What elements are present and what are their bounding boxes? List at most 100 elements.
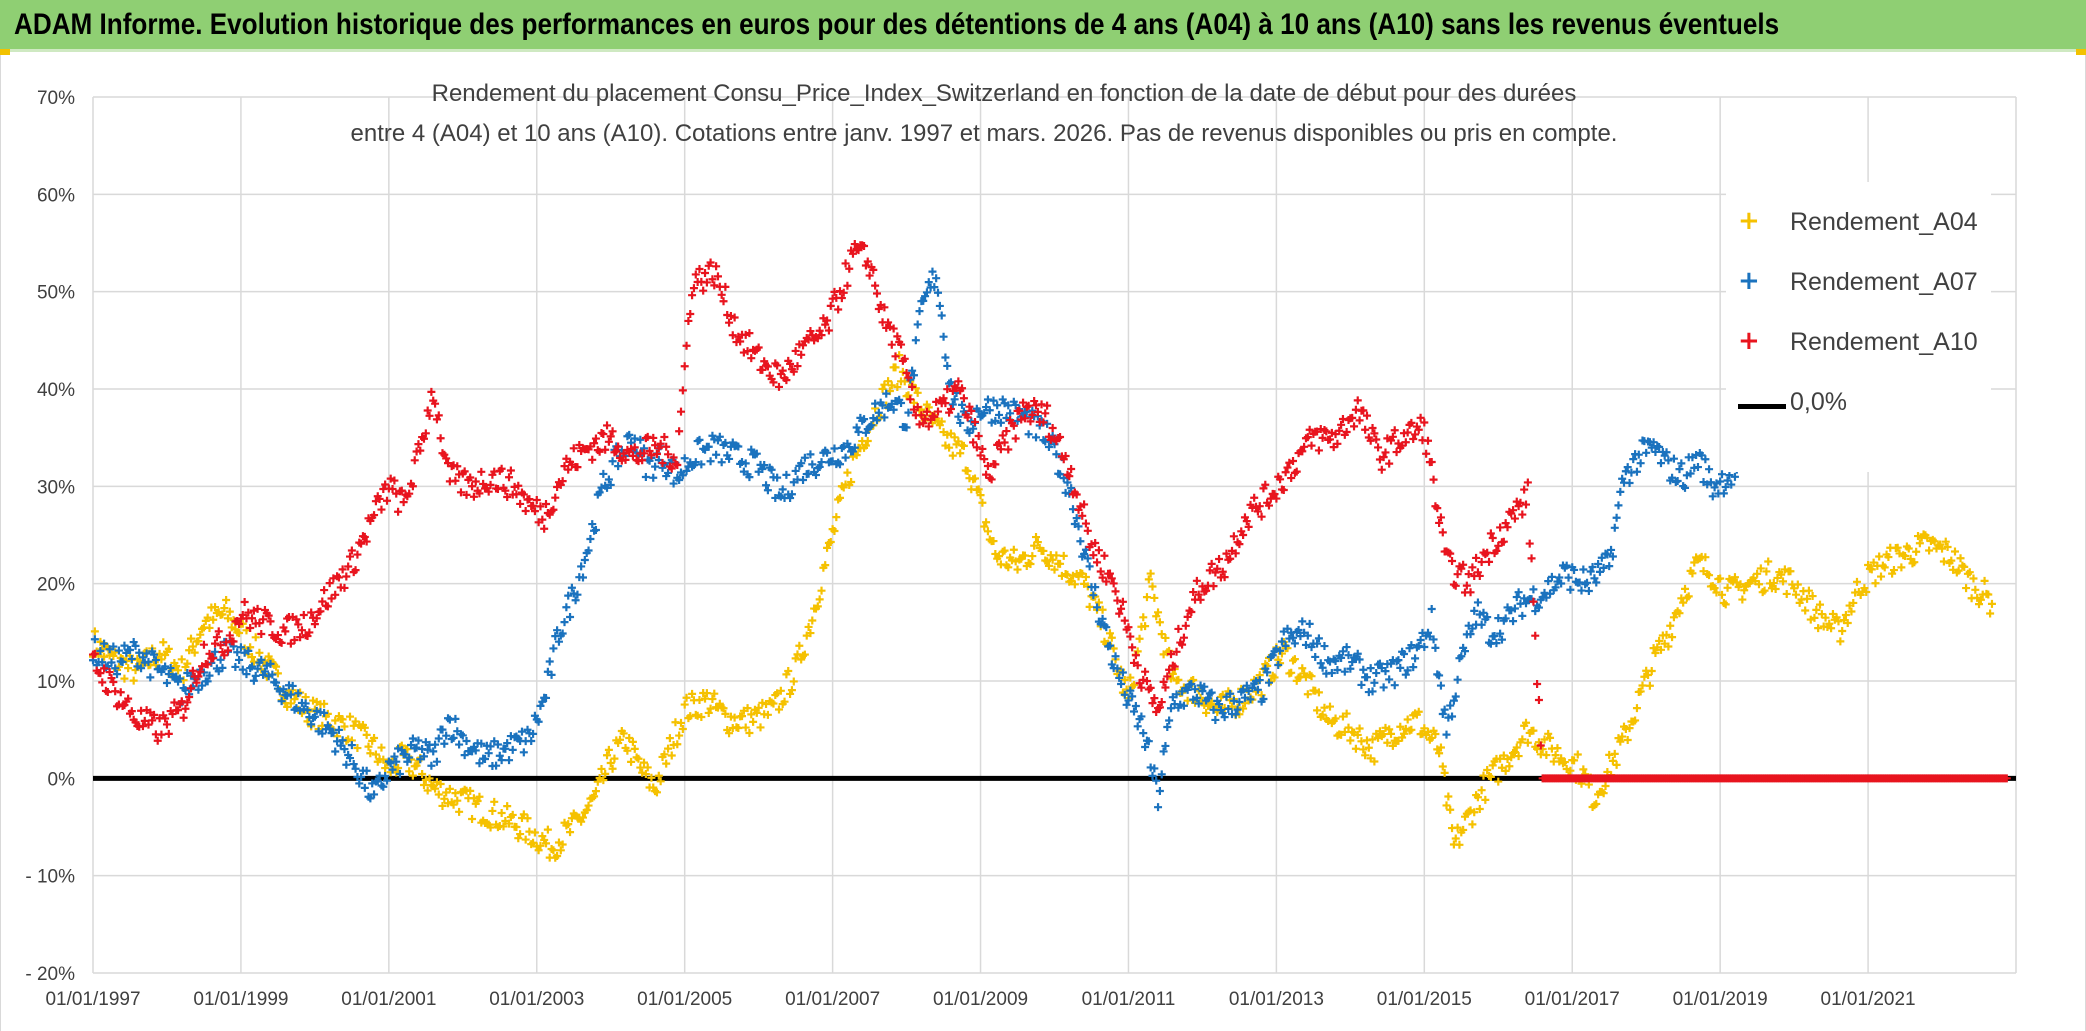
data-point-a04	[836, 493, 845, 502]
data-point-a04	[682, 693, 691, 702]
data-point-a10	[1165, 665, 1174, 674]
data-point-a04	[159, 638, 168, 647]
data-point-a04	[1980, 576, 1989, 585]
data-point-a07	[1052, 450, 1061, 459]
data-point-a10	[360, 532, 369, 541]
data-point-a10	[848, 249, 857, 258]
data-point-a10	[273, 631, 282, 640]
data-point-a10	[872, 289, 881, 298]
y-tick-label: 70%	[37, 88, 75, 109]
data-point-a10	[103, 688, 112, 697]
data-point-a07	[1344, 651, 1353, 660]
data-point-a04	[789, 677, 798, 686]
data-point-a10	[965, 402, 974, 411]
data-point-a04	[1298, 664, 1307, 673]
data-point-a07	[1449, 696, 1458, 705]
data-point-a10	[645, 446, 654, 455]
data-point-a07	[303, 706, 312, 715]
data-point-a10	[1000, 438, 1009, 447]
data-point-a07	[118, 658, 127, 667]
data-point-a04	[1146, 569, 1155, 578]
data-point-a07	[1705, 465, 1714, 474]
data-point-a04	[1148, 582, 1157, 591]
data-point-a04	[776, 686, 785, 695]
data-point-a04	[423, 786, 432, 795]
data-point-a04	[220, 604, 229, 613]
data-point-a07	[1316, 659, 1325, 668]
series-a07	[89, 267, 1745, 812]
data-point-a10	[1107, 574, 1116, 583]
data-point-a10	[1335, 426, 1344, 435]
data-point-a04	[1529, 726, 1538, 735]
data-point-a04	[1370, 757, 1379, 766]
data-point-a04	[1925, 546, 1934, 555]
data-point-a07	[808, 460, 817, 469]
data-point-a07	[1200, 682, 1209, 691]
data-point-a10	[884, 318, 893, 327]
data-point-a07	[1141, 742, 1150, 751]
data-point-a04	[338, 715, 347, 724]
data-point-a04	[449, 800, 458, 809]
data-point-a07	[458, 731, 467, 740]
data-point-a07	[266, 659, 275, 668]
data-point-a10	[774, 382, 783, 391]
data-point-a04	[1475, 804, 1484, 813]
data-point-a04	[1144, 575, 1153, 584]
data-point-a04	[1777, 570, 1786, 579]
data-point-a07	[1161, 741, 1170, 750]
data-point-a07	[1379, 683, 1388, 692]
data-point-a04	[1470, 808, 1479, 817]
data-point-a10	[640, 449, 649, 458]
data-point-a10	[1392, 448, 1401, 457]
x-tick-label: 01/01/2003	[489, 989, 584, 1010]
data-point-a07	[950, 395, 959, 404]
data-point-a04	[1631, 716, 1640, 725]
data-point-a10	[1468, 563, 1477, 572]
data-point-a10	[1292, 467, 1301, 476]
data-point-a07	[427, 761, 436, 770]
data-point-a10	[174, 706, 183, 715]
data-point-a04	[364, 742, 373, 751]
data-point-a10	[181, 704, 190, 713]
data-point-a04	[331, 716, 340, 725]
data-point-a04	[1769, 579, 1778, 588]
data-point-a10	[1091, 539, 1100, 548]
data-point-a04	[578, 813, 587, 822]
data-point-a04	[976, 491, 985, 500]
data-point-a10	[1427, 458, 1436, 467]
data-point-a10	[1416, 413, 1425, 422]
data-point-a07	[412, 743, 421, 752]
x-tick-label: 01/01/2015	[1377, 989, 1472, 1010]
data-point-a10	[1170, 662, 1179, 671]
data-point-a04	[1668, 633, 1677, 642]
data-point-a07	[934, 288, 943, 297]
data-point-a04	[516, 830, 525, 839]
data-point-a10	[706, 258, 715, 267]
data-point-a10	[1202, 586, 1211, 595]
data-point-a04	[1681, 584, 1690, 593]
data-point-a07	[1730, 472, 1739, 481]
data-point-a04	[523, 814, 532, 823]
data-point-a07	[800, 453, 809, 462]
data-point-a07	[493, 740, 502, 749]
data-point-a04	[211, 603, 220, 612]
data-point-a04	[763, 710, 772, 719]
legend-item-zero: 0,0%	[1726, 382, 1991, 422]
data-point-a04	[1000, 546, 1009, 555]
data-point-a10	[678, 386, 687, 395]
y-tick-label: 10%	[37, 672, 75, 693]
data-point-a10	[1231, 549, 1240, 558]
data-point-a07	[198, 681, 207, 690]
data-point-a04	[640, 758, 649, 767]
data-point-a10	[603, 421, 612, 430]
data-point-a10	[834, 305, 843, 314]
data-point-a07	[1231, 710, 1240, 719]
data-point-a07	[1105, 641, 1114, 650]
data-point-a10	[344, 562, 353, 571]
data-point-a10	[305, 628, 314, 637]
data-point-a10	[919, 419, 928, 428]
data-point-a10	[1220, 573, 1229, 582]
data-point-a10	[229, 637, 238, 646]
data-point-a10	[1303, 433, 1312, 442]
data-point-a10	[1137, 683, 1146, 692]
